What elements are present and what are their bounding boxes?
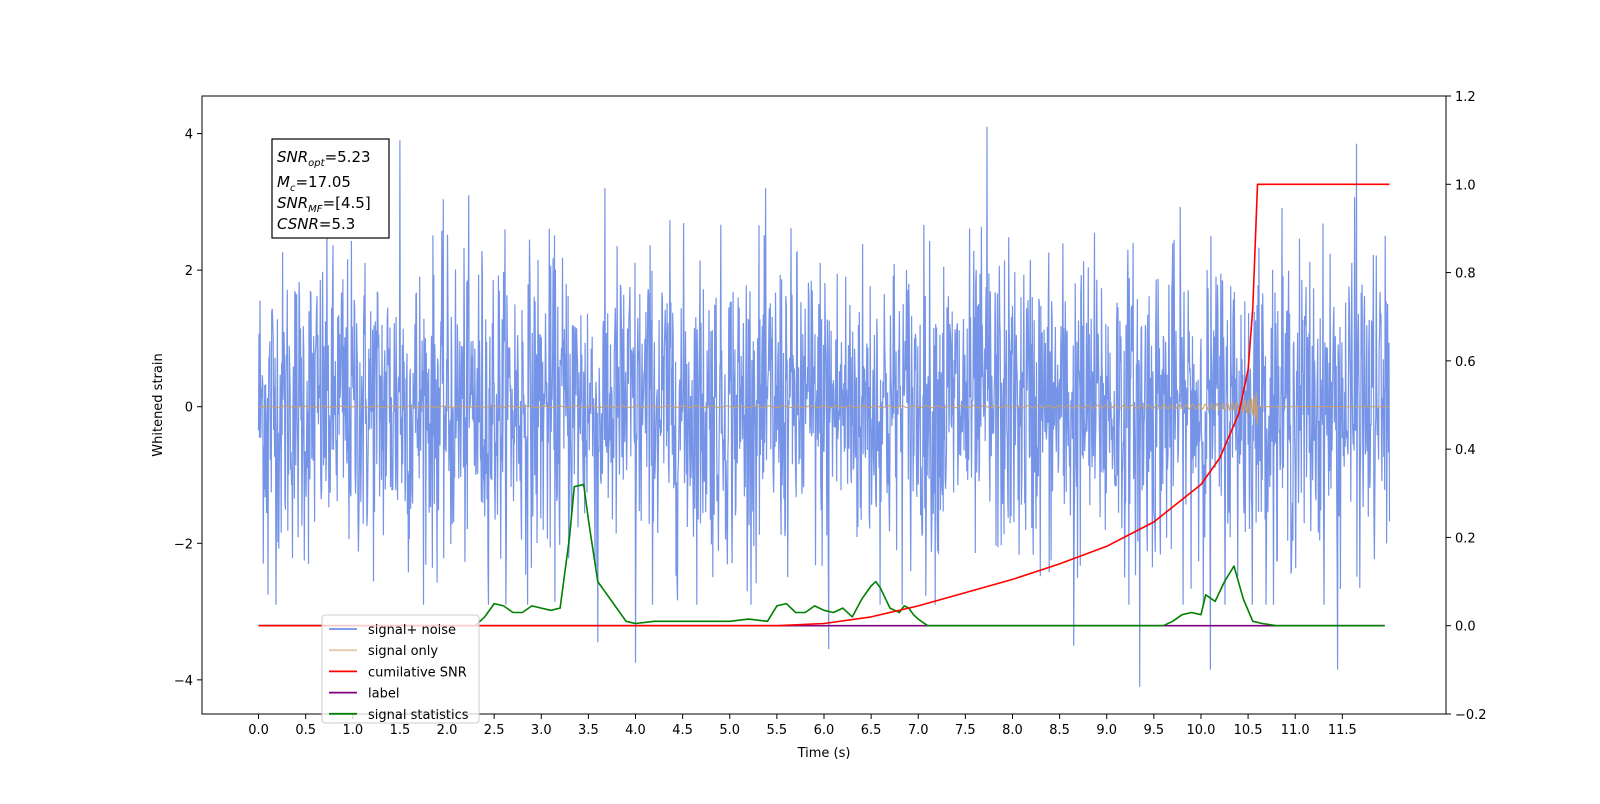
x-tick-label: 6.5 xyxy=(861,723,882,738)
legend: signal+ noise signal only cumilative SNR la… xyxy=(321,614,480,724)
legend-label: signal statistics xyxy=(368,708,469,723)
x-tick-label: 10.0 xyxy=(1186,723,1215,738)
stat-snr-opt: SNRopt=5.23 xyxy=(277,148,371,169)
x-tick-label: 2.0 xyxy=(437,723,458,738)
legend-item: signal statistics xyxy=(329,708,469,723)
y2-tick-label: 1.0 xyxy=(1455,178,1476,193)
y-tick-label: 2 xyxy=(185,264,193,279)
x-tick-label: 9.0 xyxy=(1096,723,1117,738)
x-tick-label: 1.5 xyxy=(390,723,411,738)
x-tick-label: 11.0 xyxy=(1281,723,1310,738)
y2-tick-label: 0.6 xyxy=(1455,355,1476,370)
y2-tick-label: 0.0 xyxy=(1455,620,1476,635)
legend-item: label xyxy=(329,687,399,702)
x-tick-label: 8.5 xyxy=(1049,723,1070,738)
x-tick-label: 0.5 xyxy=(295,723,316,738)
x-axis-title: Time (s) xyxy=(797,746,851,761)
x-tick-label: 10.5 xyxy=(1234,723,1263,738)
legend-label: signal+ noise xyxy=(368,623,456,638)
y2-tick-label: 0.2 xyxy=(1455,531,1476,546)
x-tick-label: 9.5 xyxy=(1144,723,1165,738)
y-tick-label: 0 xyxy=(185,401,193,416)
legend-label: cumilative SNR xyxy=(368,665,467,680)
x-tick-label: 3.5 xyxy=(578,723,599,738)
x-tick-label: 4.0 xyxy=(625,723,646,738)
legend-frame xyxy=(321,614,480,724)
y-tick-label: −2 xyxy=(174,537,193,552)
series-signal-only xyxy=(258,392,1390,426)
x-tick-label: 5.0 xyxy=(719,723,740,738)
stats-box-frame xyxy=(271,138,390,239)
stats-box: SNRopt=5.23 Mc=17.05 SNRMF=[4.5] CSNR=5.… xyxy=(271,138,390,239)
y2-tick-label: 0.4 xyxy=(1455,443,1476,458)
y-tick-label: 4 xyxy=(185,128,193,143)
y-tick-label: −4 xyxy=(174,674,193,689)
legend-label: label xyxy=(368,687,399,702)
y2-tick-label: 0.8 xyxy=(1455,267,1476,282)
x-tick-label: 3.0 xyxy=(531,723,552,738)
stat-snr-mf: SNRMF=[4.5] xyxy=(277,194,371,215)
series-signal-noise xyxy=(257,126,1391,687)
series-cumulative-snr xyxy=(258,183,1390,627)
plot-area xyxy=(257,126,1391,687)
series-signal-statistics xyxy=(258,483,1385,627)
axes: 0.0 0.5 1.0 1.5 2.0 2.5 3.0 3.5 4.0 4.5 5.0 5.5 6.0 6… xyxy=(151,90,1487,761)
x-tick-label: 1.0 xyxy=(342,723,363,738)
x-tick-label: 5.5 xyxy=(767,723,788,738)
y2-tick-label: 1.2 xyxy=(1455,90,1476,105)
x-tick-label: 0.0 xyxy=(248,723,269,738)
x-tick-label: 2.5 xyxy=(484,723,505,738)
x-tick-label: 8.0 xyxy=(1002,723,1023,738)
legend-item: signal only xyxy=(329,644,438,659)
x-tick-label: 7.5 xyxy=(955,723,976,738)
stat-mc: Mc=17.05 xyxy=(277,173,351,194)
legend-label: signal only xyxy=(368,644,438,659)
x-tick-label: 4.5 xyxy=(672,723,693,738)
x-tick-label: 11.5 xyxy=(1328,723,1357,738)
x-tick-label: 7.0 xyxy=(908,723,929,738)
stat-csnr: CSNR=5.3 xyxy=(277,215,355,233)
y2-tick-label: −0.2 xyxy=(1455,708,1487,723)
legend-item: cumilative SNR xyxy=(329,665,467,680)
legend-item: signal+ noise xyxy=(329,623,456,638)
y-axis-title: Whitened strain xyxy=(151,353,166,456)
x-tick-label: 6.0 xyxy=(814,723,835,738)
